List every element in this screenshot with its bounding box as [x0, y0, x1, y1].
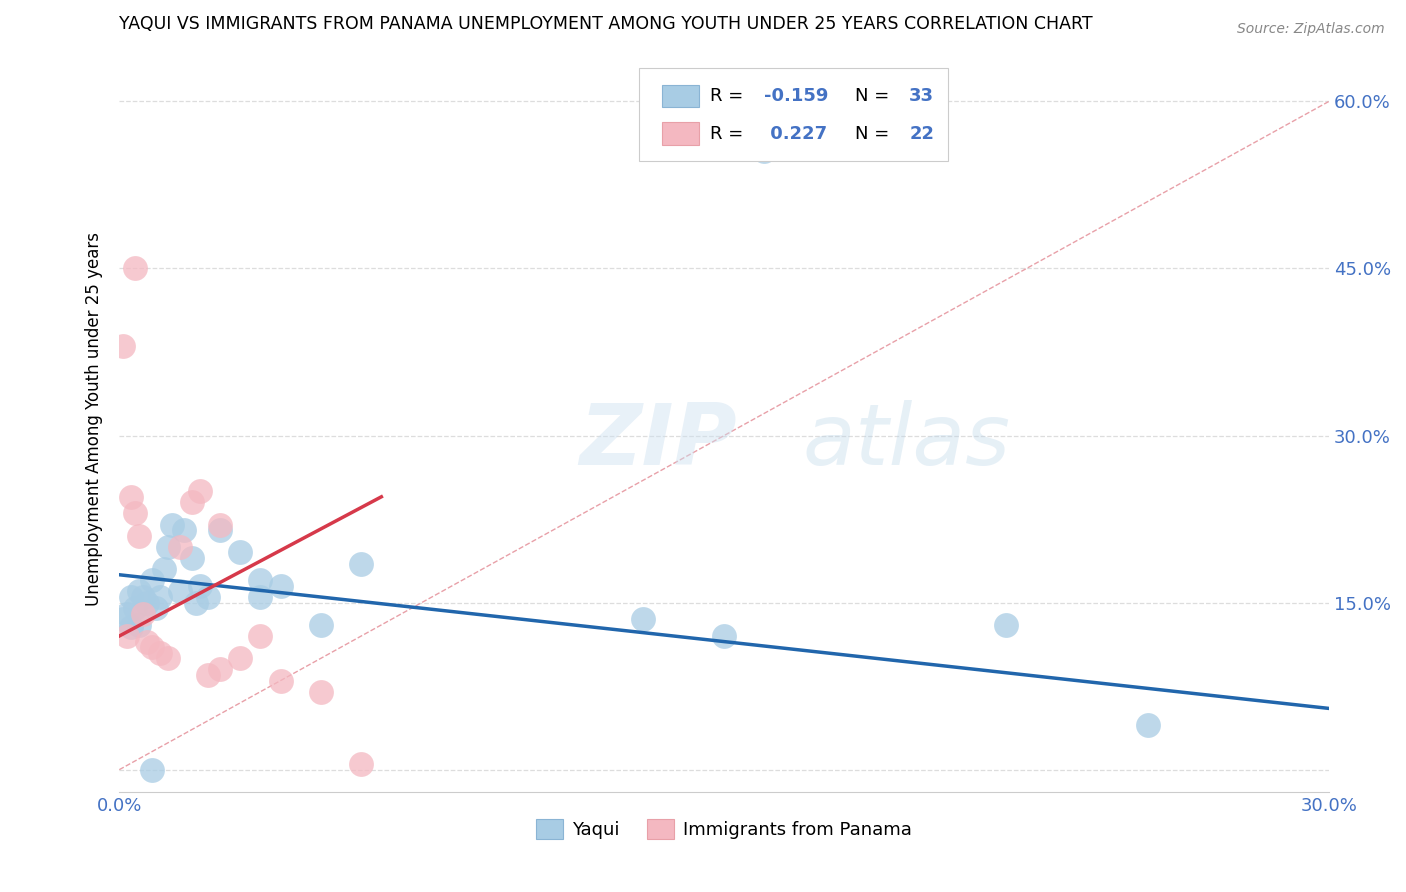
Point — [112, 339, 135, 353]
Point — [112, 612, 135, 626]
Point — [229, 651, 252, 665]
Point — [1136, 718, 1159, 732]
Point — [136, 634, 159, 648]
Text: ZIP: ZIP — [579, 400, 737, 483]
Point — [141, 574, 163, 588]
Text: N =: N = — [855, 125, 894, 143]
Text: atlas: atlas — [803, 400, 1011, 483]
Text: N =: N = — [855, 87, 894, 105]
FancyBboxPatch shape — [662, 122, 699, 145]
Point — [270, 579, 292, 593]
Point — [145, 601, 167, 615]
Point — [197, 590, 219, 604]
Point — [136, 596, 159, 610]
Point — [197, 668, 219, 682]
Point — [128, 584, 150, 599]
Point — [209, 517, 232, 532]
Text: 22: 22 — [910, 125, 934, 143]
Text: R =: R = — [710, 87, 748, 105]
Point — [117, 607, 139, 621]
FancyBboxPatch shape — [640, 68, 948, 161]
Point — [132, 607, 155, 621]
Point — [309, 684, 332, 698]
Point — [117, 629, 139, 643]
Point — [124, 507, 146, 521]
Point — [249, 590, 271, 604]
Point — [160, 517, 183, 532]
Point — [309, 618, 332, 632]
Point — [184, 596, 207, 610]
Point — [713, 629, 735, 643]
Point — [124, 261, 146, 276]
Point — [209, 523, 232, 537]
Point — [120, 490, 142, 504]
Text: Source: ZipAtlas.com: Source: ZipAtlas.com — [1237, 22, 1385, 37]
Point — [995, 618, 1018, 632]
Point — [209, 662, 232, 676]
Point — [156, 540, 179, 554]
Point — [156, 651, 179, 665]
Point — [180, 495, 202, 509]
Point — [149, 590, 172, 604]
Point — [128, 529, 150, 543]
Point — [141, 763, 163, 777]
Y-axis label: Unemployment Among Youth under 25 years: Unemployment Among Youth under 25 years — [86, 232, 103, 606]
Point — [152, 562, 174, 576]
Text: YAQUI VS IMMIGRANTS FROM PANAMA UNEMPLOYMENT AMONG YOUTH UNDER 25 YEARS CORRELAT: YAQUI VS IMMIGRANTS FROM PANAMA UNEMPLOY… — [120, 15, 1092, 33]
Point — [754, 145, 776, 159]
Text: 33: 33 — [910, 87, 934, 105]
Point — [188, 484, 211, 499]
Legend: Yaqui, Immigrants from Panama: Yaqui, Immigrants from Panama — [529, 812, 920, 847]
Text: R =: R = — [710, 125, 748, 143]
Point — [350, 557, 373, 571]
Point — [633, 612, 655, 626]
Point — [149, 646, 172, 660]
Point — [169, 584, 191, 599]
Point — [229, 545, 252, 559]
Point — [120, 620, 142, 634]
Point — [128, 618, 150, 632]
Point — [169, 540, 191, 554]
Point — [120, 590, 142, 604]
Text: 0.227: 0.227 — [763, 125, 827, 143]
Point — [173, 523, 195, 537]
Point — [180, 551, 202, 566]
Point — [350, 757, 373, 772]
FancyBboxPatch shape — [662, 85, 699, 107]
Point — [141, 640, 163, 655]
Point — [124, 601, 146, 615]
Point — [188, 579, 211, 593]
Point — [249, 629, 271, 643]
Point — [132, 590, 155, 604]
Point — [270, 673, 292, 688]
Text: -0.159: -0.159 — [763, 87, 828, 105]
Point — [249, 574, 271, 588]
